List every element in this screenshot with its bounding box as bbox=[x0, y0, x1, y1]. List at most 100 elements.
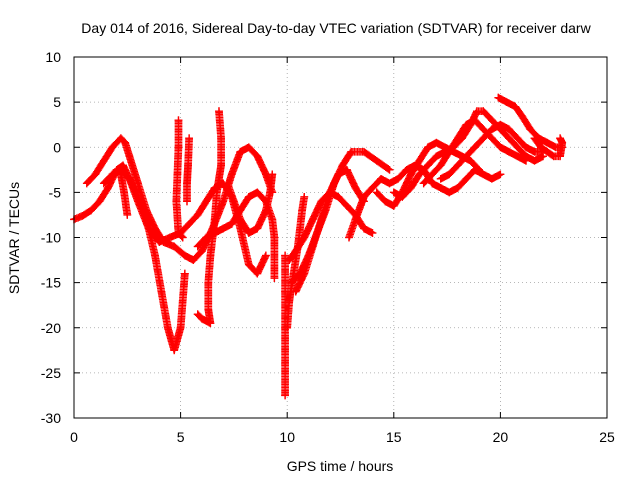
series-arc-17 bbox=[389, 107, 547, 201]
data-point bbox=[270, 233, 279, 242]
data-point bbox=[253, 152, 262, 161]
data-point bbox=[91, 170, 100, 179]
series-marks bbox=[419, 116, 530, 188]
data-point bbox=[215, 107, 223, 115]
data-point bbox=[475, 165, 483, 174]
data-point bbox=[123, 211, 132, 219]
series-arc-19 bbox=[436, 120, 547, 183]
data-point bbox=[488, 174, 496, 183]
data-point bbox=[381, 197, 390, 206]
data-point bbox=[185, 220, 193, 228]
data-point bbox=[217, 161, 225, 170]
series-marks bbox=[494, 93, 567, 152]
data-point bbox=[496, 120, 505, 129]
data-point bbox=[343, 165, 351, 174]
data-point bbox=[134, 197, 142, 206]
data-point bbox=[236, 147, 245, 156]
data-point bbox=[181, 269, 189, 278]
data-point bbox=[436, 184, 445, 192]
data-point bbox=[108, 170, 117, 179]
data-point bbox=[407, 170, 415, 179]
series-arc-20 bbox=[494, 93, 567, 152]
x-tick-label: 10 bbox=[279, 429, 295, 445]
data-point bbox=[479, 134, 488, 143]
data-point bbox=[556, 134, 564, 143]
data-point bbox=[428, 179, 437, 188]
data-point bbox=[244, 260, 253, 269]
data-point bbox=[470, 116, 479, 125]
data-point bbox=[360, 193, 368, 201]
data-point bbox=[170, 242, 179, 251]
data-point bbox=[419, 179, 428, 188]
series-arc-9 bbox=[193, 188, 279, 282]
data-point bbox=[174, 116, 183, 125]
data-point bbox=[389, 202, 398, 210]
data-point bbox=[189, 256, 198, 264]
data-point bbox=[436, 161, 445, 170]
data-point bbox=[325, 188, 334, 197]
x-tick-label: 5 bbox=[177, 429, 185, 445]
data-point bbox=[283, 323, 292, 332]
y-tick-label: -20 bbox=[41, 320, 61, 336]
data-point bbox=[212, 188, 221, 197]
data-point bbox=[172, 197, 181, 206]
data-point bbox=[488, 125, 496, 134]
x-axis-label: GPS time / hours bbox=[287, 458, 394, 474]
data-point bbox=[193, 242, 202, 251]
series-arc-10 bbox=[281, 251, 289, 400]
data-point bbox=[479, 170, 488, 179]
data-point bbox=[407, 184, 415, 192]
series-marks bbox=[70, 161, 189, 355]
data-point bbox=[473, 107, 481, 115]
data-point bbox=[415, 170, 424, 179]
data-point bbox=[453, 184, 462, 192]
data-point bbox=[202, 197, 211, 206]
data-point bbox=[176, 323, 185, 332]
data-point bbox=[119, 161, 127, 170]
data-point bbox=[556, 152, 564, 161]
data-point bbox=[300, 269, 309, 278]
y-tick-label: 10 bbox=[45, 49, 61, 65]
data-point bbox=[198, 314, 206, 323]
data-point bbox=[351, 184, 360, 192]
data-point bbox=[424, 143, 432, 152]
data-point bbox=[173, 170, 182, 179]
data-point bbox=[345, 233, 353, 242]
data-point bbox=[206, 251, 215, 260]
data-point bbox=[298, 206, 306, 215]
data-point bbox=[285, 256, 294, 264]
data-point bbox=[291, 247, 300, 255]
plot-frame bbox=[73, 56, 608, 419]
data-point bbox=[120, 188, 128, 197]
x-tick-label: 20 bbox=[493, 429, 509, 445]
data-point bbox=[558, 138, 567, 147]
data-point bbox=[530, 156, 539, 165]
data-point bbox=[308, 242, 317, 251]
data-point bbox=[462, 120, 471, 129]
data-point bbox=[338, 161, 347, 170]
data-point bbox=[432, 152, 441, 161]
data-point bbox=[204, 278, 213, 287]
series-arc-6 bbox=[183, 134, 193, 206]
data-point bbox=[470, 143, 479, 152]
data-point bbox=[155, 238, 164, 246]
data-point bbox=[530, 147, 539, 156]
series-arc-8 bbox=[223, 170, 277, 237]
data-point bbox=[185, 134, 193, 143]
data-point bbox=[121, 138, 130, 147]
chart-title: Day 014 of 2016, Sidereal Day-to-day VTE… bbox=[81, 20, 591, 36]
data-point bbox=[206, 319, 215, 328]
data-point bbox=[334, 170, 343, 179]
data-point bbox=[210, 215, 219, 224]
data-point bbox=[394, 174, 402, 183]
data-point bbox=[151, 224, 159, 233]
data-point bbox=[398, 193, 407, 201]
data-point bbox=[151, 251, 159, 260]
data-point bbox=[453, 134, 462, 143]
series-marks bbox=[183, 134, 193, 206]
data-point bbox=[496, 170, 505, 179]
data-point bbox=[505, 125, 513, 134]
data-point bbox=[496, 143, 505, 152]
data-point bbox=[262, 170, 270, 179]
data-point bbox=[281, 251, 289, 260]
